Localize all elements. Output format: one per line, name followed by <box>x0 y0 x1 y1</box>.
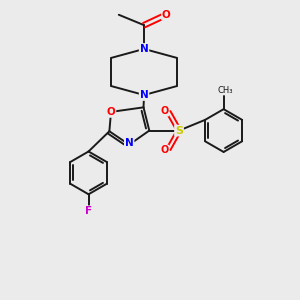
Text: O: O <box>107 107 116 117</box>
Text: O: O <box>162 10 171 20</box>
Text: CH₃: CH₃ <box>217 86 233 95</box>
Text: O: O <box>160 146 168 155</box>
Text: S: S <box>175 126 183 136</box>
Text: N: N <box>140 90 148 100</box>
Text: N: N <box>125 138 134 148</box>
Text: N: N <box>140 44 148 54</box>
Text: O: O <box>160 106 168 116</box>
Text: F: F <box>85 206 92 216</box>
